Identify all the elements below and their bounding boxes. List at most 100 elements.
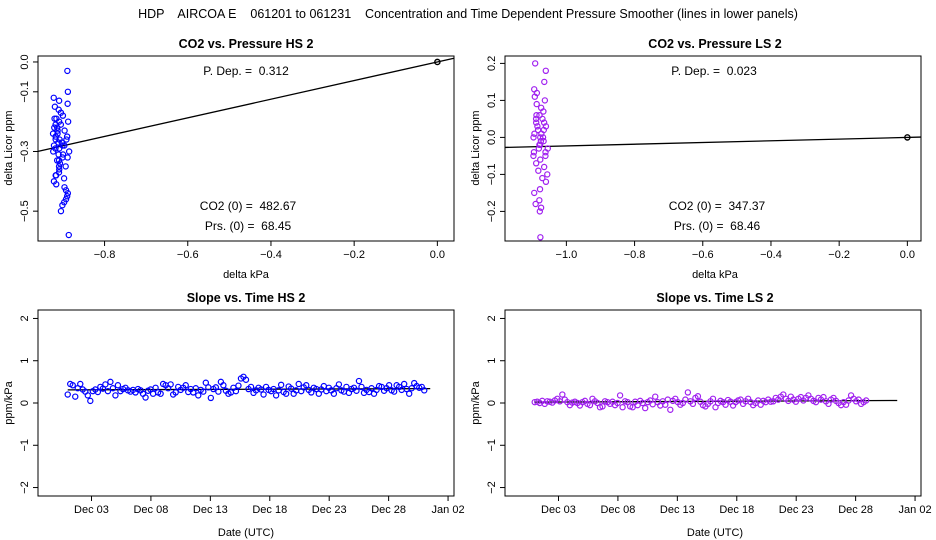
x-tick-label: −0.8 (624, 249, 646, 261)
data-point (87, 397, 94, 405)
data-point (540, 163, 548, 171)
data-point (195, 392, 202, 399)
data-point (530, 134, 537, 141)
data-point (534, 126, 542, 134)
y-axis: −2 −1 0 1 2 (486, 315, 505, 494)
data-point (54, 124, 61, 131)
data-point (358, 383, 365, 391)
y-tick-label: 2 (486, 315, 498, 321)
data-point (56, 160, 64, 167)
data-point (536, 197, 543, 204)
x-tick-label: −0.2 (343, 249, 365, 261)
data-point (64, 190, 72, 197)
data-point (534, 123, 541, 130)
y-tick-label: −0.3 (19, 141, 31, 163)
y-tick-label: 2 (19, 315, 31, 321)
y-tick-label: −0.1 (19, 81, 31, 103)
x-tick-label: −1.0 (556, 249, 578, 261)
x-tick-label: Dec 28 (838, 504, 873, 516)
data-points (530, 60, 911, 241)
x-axis-label: Date (UTC) (218, 527, 274, 539)
data-point (684, 389, 692, 396)
y-tick-label: 0.1 (486, 93, 498, 108)
data-point (64, 154, 71, 161)
data-point (619, 404, 626, 411)
data-point (55, 157, 63, 164)
data-point (62, 163, 69, 170)
data-point (537, 134, 544, 141)
co2-intercept-annotation: CO2 (0) = 482.67 (200, 199, 297, 213)
data-point (257, 386, 265, 393)
data-point (532, 160, 540, 167)
panel-co2-vs-pressure-ls: CO2 vs. Pressure LS 2 −1.0 −0.8 −0.6 −0.4 −0… (470, 37, 922, 281)
x-tick-label: Dec 23 (779, 504, 814, 516)
x-tick-label: 0.0 (430, 249, 445, 261)
data-point (536, 208, 544, 215)
data-point (531, 93, 539, 100)
panel-title: CO2 vs. Pressure HS 2 (179, 37, 314, 51)
reference-point (434, 58, 441, 66)
data-point (343, 383, 350, 391)
data-point (616, 392, 624, 399)
data-point (65, 231, 72, 239)
data-point (55, 139, 62, 146)
data-point (220, 382, 227, 389)
data-point (421, 387, 428, 394)
data-point (107, 378, 114, 386)
x-tick-label: Dec 08 (133, 504, 168, 516)
data-point (207, 394, 215, 402)
data-point (709, 395, 717, 402)
plot-frame (37, 55, 455, 242)
data-point (52, 133, 59, 140)
data-point (689, 400, 697, 408)
data-point (531, 130, 538, 137)
x-tick-label: Dec 03 (74, 504, 109, 516)
data-point (539, 115, 546, 123)
data-point (722, 401, 729, 408)
data-point (114, 382, 122, 389)
fit-line (504, 136, 922, 149)
data-point (167, 381, 174, 388)
data-point (641, 404, 649, 412)
data-point (532, 115, 540, 123)
pressure-intercept-annotation: Prs. (0) = 68.46 (674, 219, 761, 233)
data-point (535, 145, 543, 152)
y-tick-label: −1 (19, 439, 31, 452)
y-tick-label: 0.2 (486, 56, 498, 71)
data-point (51, 115, 58, 122)
data-points (531, 389, 870, 413)
data-point (559, 391, 566, 398)
data-point (335, 381, 343, 388)
y-axis-label: ppm/kPa (3, 380, 15, 424)
data-point (247, 383, 255, 391)
x-tick-label: Dec 03 (541, 504, 576, 516)
data-point (272, 392, 280, 399)
x-tick-label: Dec 13 (193, 504, 228, 516)
data-point (405, 390, 413, 397)
data-point (541, 78, 548, 86)
data-point (172, 389, 179, 396)
y-tick-label: −0.1 (486, 164, 498, 186)
data-point (652, 393, 659, 400)
co2-intercept-annotation: CO2 (0) = 347.37 (669, 199, 766, 213)
data-point (55, 163, 63, 170)
data-point (59, 112, 67, 119)
y-tick-label: −0.5 (19, 200, 31, 222)
x-axis: Dec 03 Dec 08 Dec 13 Dec 18 Dec 23 Dec 28 Jan … (74, 496, 465, 516)
data-point (586, 401, 594, 409)
data-point (64, 391, 71, 398)
x-tick-label: Dec 23 (312, 504, 347, 516)
data-point (149, 390, 157, 397)
panel-slope-vs-time-hs: Slope vs. Time HS 2 Dec 03 Dec 08 Dec 13 De… (3, 291, 465, 539)
y-axis-label: delta Licor ppm (470, 110, 482, 185)
data-point (64, 67, 71, 75)
y-tick-label: 0.0 (486, 130, 498, 145)
panel-slope-vs-time-ls: Slope vs. Time LS 2 Dec 03 Dec 08 Dec 13 De… (470, 291, 932, 539)
y-axis: 0.0 −0.1 −0.3 −0.5 (19, 54, 38, 222)
x-tick-label: Dec 28 (371, 504, 406, 516)
data-point (537, 234, 544, 241)
y-axis-label: delta Licor ppm (3, 110, 15, 185)
x-axis: −1.0 −0.8 −0.6 −0.4 −0.2 0.0 (556, 241, 915, 261)
data-point (232, 387, 240, 395)
data-point (56, 166, 63, 173)
